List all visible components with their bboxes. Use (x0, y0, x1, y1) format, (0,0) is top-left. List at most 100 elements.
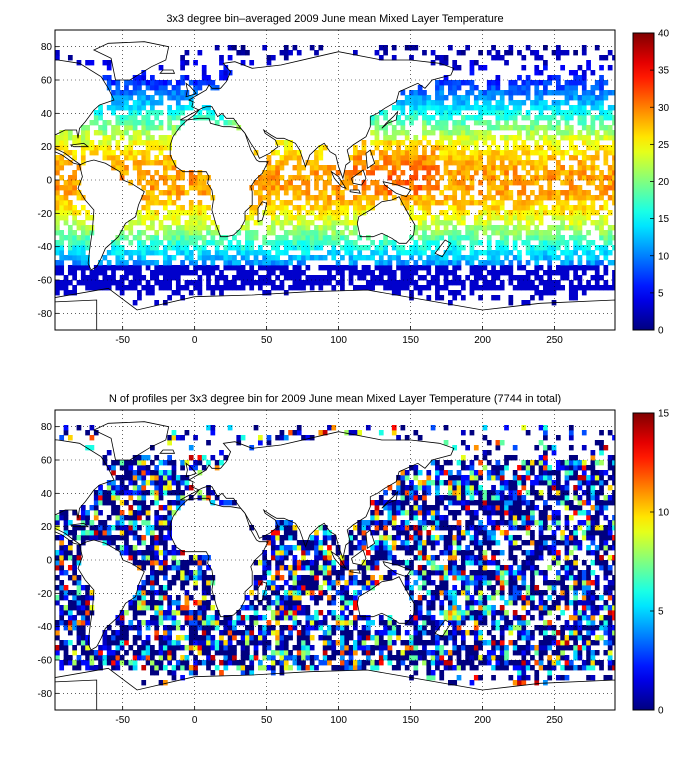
data-cell (266, 625, 272, 631)
data-cell (478, 220, 483, 226)
data-cell (435, 245, 440, 251)
data-cell (85, 640, 90, 646)
data-cell (296, 645, 302, 651)
data-cell (154, 215, 160, 221)
data-cell (249, 240, 255, 246)
data-cell (283, 665, 289, 671)
data-cell (460, 175, 466, 181)
data-cell (590, 205, 596, 211)
data-cell (98, 130, 103, 136)
data-cell (137, 215, 142, 221)
data-cell (67, 600, 73, 606)
data-cell (167, 650, 173, 656)
data-cell (413, 230, 419, 236)
y-tick-label: 80 (41, 42, 53, 53)
data-cell (59, 510, 65, 516)
data-cell (210, 595, 216, 601)
data-cell (206, 640, 211, 646)
data-cell (119, 105, 125, 111)
data-cell (383, 165, 388, 171)
data-cell (340, 195, 345, 201)
data-cell (517, 190, 522, 196)
data-cell (162, 175, 168, 181)
data-cell (478, 270, 483, 276)
data-cell (448, 235, 453, 241)
data-cell (55, 210, 60, 216)
data-cell (150, 525, 155, 531)
data-cell (340, 245, 345, 251)
data-cell (469, 90, 475, 96)
data-cell (145, 160, 151, 166)
data-cell (279, 210, 285, 216)
data-cell (137, 540, 142, 546)
data-cell (223, 120, 229, 126)
data-cell (137, 260, 142, 266)
data-cell (486, 240, 492, 246)
data-cell (577, 285, 583, 291)
data-cell (253, 575, 259, 581)
data-cell (590, 170, 596, 176)
data-cell (482, 150, 488, 156)
data-cell (391, 665, 397, 671)
data-cell (551, 110, 557, 116)
data-cell (288, 285, 293, 291)
data-cell (72, 175, 77, 181)
data-cell (141, 285, 147, 291)
data-cell (581, 155, 587, 161)
data-cell (175, 640, 181, 646)
data-cell (409, 255, 414, 261)
data-cell (361, 195, 367, 201)
data-cell (448, 180, 453, 186)
data-cell (158, 565, 164, 571)
data-cell (184, 220, 190, 226)
data-cell (538, 240, 544, 246)
data-cell (327, 210, 332, 216)
data-cell (374, 565, 380, 571)
data-cell (72, 275, 77, 281)
data-cell (340, 625, 345, 631)
data-cell (206, 665, 211, 671)
data-cell (327, 645, 332, 651)
data-cell (357, 235, 363, 241)
data-cell (374, 140, 380, 146)
data-cell (435, 125, 440, 131)
data-cell (469, 235, 475, 241)
data-cell (63, 530, 69, 536)
data-cell (111, 510, 116, 516)
data-cell (383, 160, 388, 166)
data-cell (59, 135, 65, 141)
data-cell (171, 460, 177, 466)
data-cell (154, 140, 160, 146)
data-cell (145, 625, 151, 631)
data-cell (240, 285, 246, 291)
data-cell (85, 60, 90, 66)
data-cell (525, 150, 531, 156)
data-cell (344, 225, 350, 231)
data-cell (426, 95, 432, 101)
data-cell (530, 210, 535, 216)
data-cell (171, 625, 177, 631)
data-cell (314, 665, 319, 671)
data-cell (495, 175, 501, 181)
data-cell (154, 230, 160, 236)
data-cell (145, 635, 151, 641)
data-cell (197, 555, 203, 561)
data-cell (115, 105, 121, 111)
data-cell (158, 160, 164, 166)
data-cell (564, 215, 570, 221)
data-cell (249, 625, 255, 631)
data-cell (594, 130, 600, 136)
data-cell (521, 275, 527, 281)
data-cell (560, 235, 566, 241)
data-cell (543, 105, 548, 111)
data-cell (167, 115, 173, 121)
data-cell (180, 65, 185, 71)
data-cell (275, 170, 280, 176)
data-cell (292, 255, 298, 261)
data-cell (197, 280, 203, 286)
data-cell (145, 115, 151, 121)
data-cell (102, 660, 108, 666)
data-cell (137, 140, 142, 146)
data-cell (417, 100, 423, 106)
data-cell (98, 490, 103, 496)
